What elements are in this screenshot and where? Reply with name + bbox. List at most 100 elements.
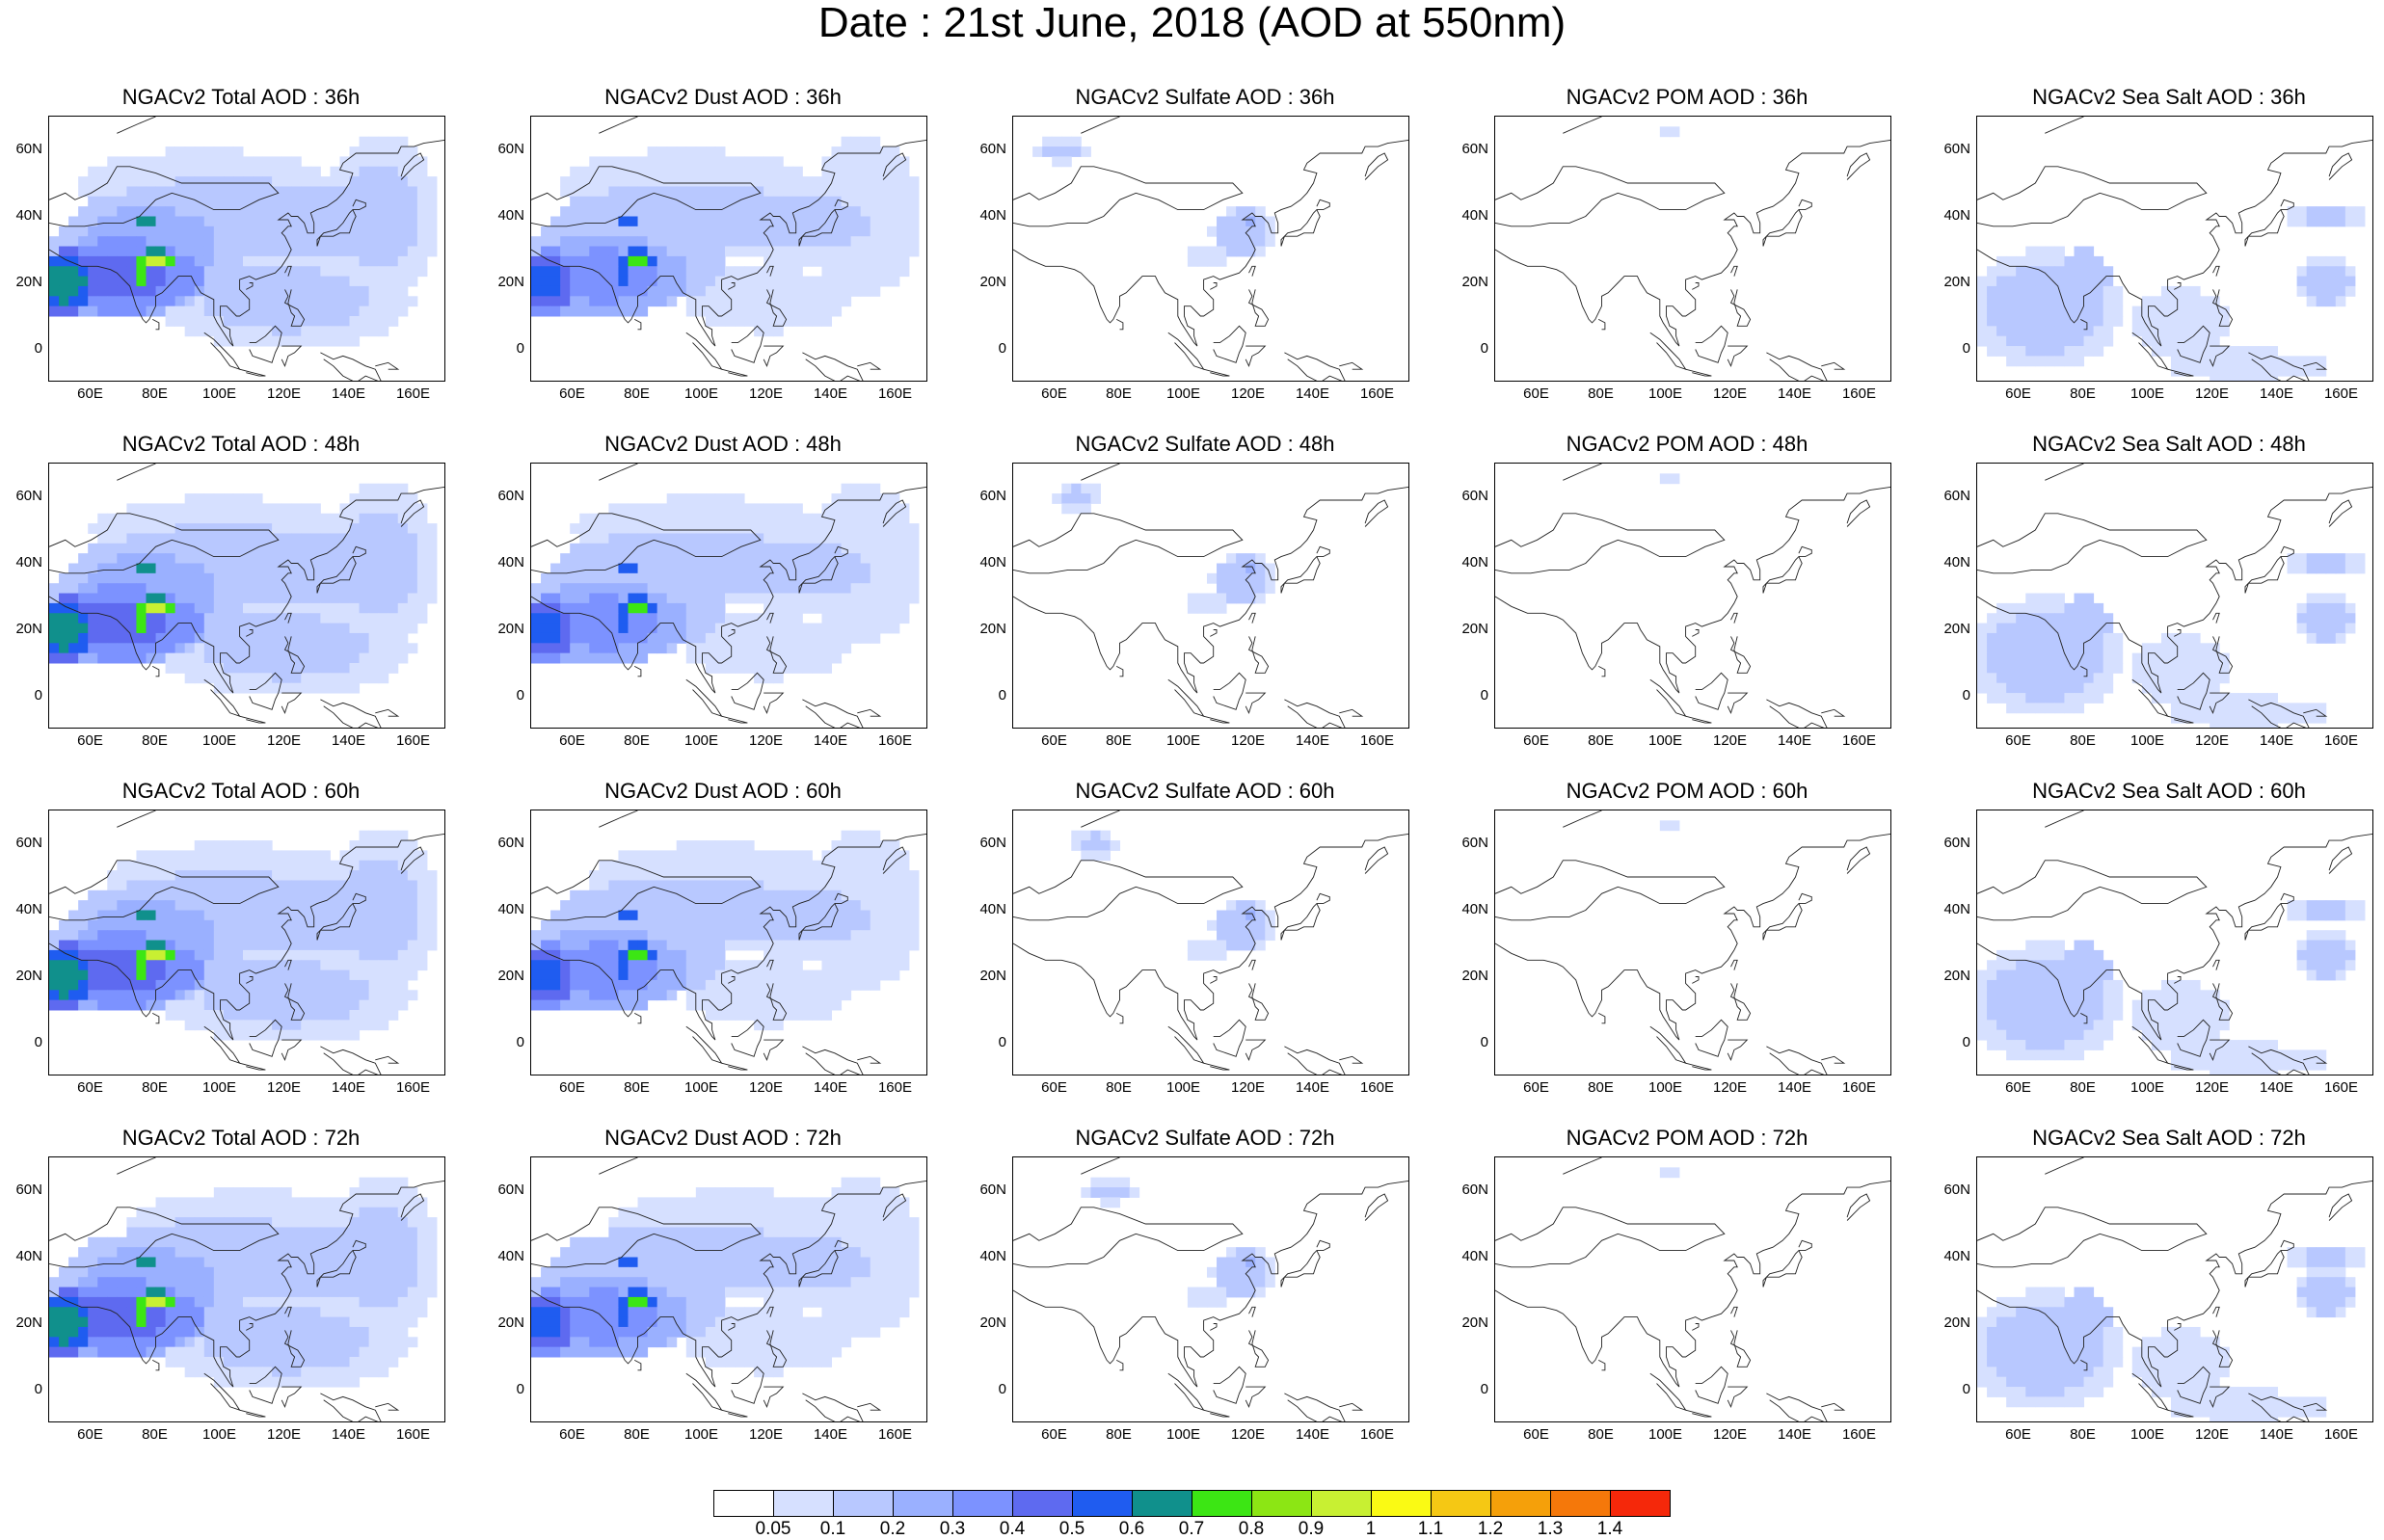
aod-cell <box>842 484 852 494</box>
aod-cell <box>589 870 600 881</box>
lat-tick-label: 60N <box>8 835 42 851</box>
aod-cell <box>715 613 726 624</box>
aod-cell <box>369 890 380 901</box>
aod-cell <box>715 247 726 257</box>
aod-cell <box>608 256 619 267</box>
coastline <box>1821 709 1844 716</box>
aod-cell <box>291 236 302 247</box>
aod-cell <box>214 247 225 257</box>
lat-tick-label: 40N <box>1454 207 1488 224</box>
aod-cell <box>735 503 745 514</box>
aod-cell <box>243 880 254 890</box>
aod-cell <box>146 633 156 644</box>
aod-cell <box>657 890 668 901</box>
aod-cell <box>2074 603 2084 614</box>
aod-cell <box>638 583 649 594</box>
aod-cell <box>214 277 225 287</box>
aod-cell <box>1660 473 1671 484</box>
aod-cell <box>320 1010 331 1021</box>
aod-cell <box>2025 336 2036 347</box>
coastline <box>1598 666 1605 676</box>
aod-cell <box>243 206 254 217</box>
aod-cell <box>350 336 361 347</box>
aod-cell <box>320 941 331 951</box>
aod-cell <box>107 603 118 614</box>
aod-cell <box>754 653 764 664</box>
aod-cell <box>301 950 311 961</box>
aod-cell <box>185 256 196 267</box>
aod-cell <box>214 633 225 644</box>
aod-cell <box>861 960 871 970</box>
aod-cell <box>2064 306 2075 317</box>
aod-cell <box>107 156 118 167</box>
aod-cell <box>570 594 580 604</box>
aod-cell <box>398 286 409 297</box>
aod-map-svg <box>531 464 927 729</box>
aod-cell <box>320 247 331 257</box>
aod-cell <box>146 503 156 514</box>
aod-cell <box>812 176 822 187</box>
aod-cell <box>339 306 350 317</box>
aod-cell <box>579 900 590 911</box>
lat-tick-label: 40N <box>1936 554 1970 571</box>
aod-cell <box>156 1000 167 1011</box>
aod-cell <box>320 870 331 881</box>
aod-cell <box>175 236 186 247</box>
aod-cell <box>136 266 147 277</box>
aod-cell <box>890 236 900 247</box>
aod-cell <box>2084 594 2095 604</box>
aod-cell <box>330 653 340 664</box>
aod-cell <box>589 613 600 624</box>
aod-cell <box>88 573 98 584</box>
aod-cell <box>792 167 803 177</box>
panel-title: NGACv2 Sea Salt AOD : 36h <box>1928 85 2384 110</box>
aod-cell <box>648 217 658 227</box>
aod-cell <box>136 306 147 317</box>
aod-cell <box>608 573 619 584</box>
aod-cell <box>832 583 843 594</box>
aod-cell <box>195 523 205 534</box>
aod-cell <box>792 643 803 653</box>
aod-cell <box>754 573 764 584</box>
aod-cell <box>1090 831 1101 841</box>
aod-cell <box>350 1020 361 1030</box>
aod-cell <box>117 603 127 614</box>
aod-cell <box>301 523 311 534</box>
aod-cell <box>360 1020 370 1030</box>
aod-cell <box>117 544 127 554</box>
aod-cell <box>706 176 716 187</box>
aod-cell <box>88 653 98 664</box>
aod-cell <box>706 861 716 871</box>
aod-cell <box>2006 296 2017 306</box>
aod-cell <box>350 286 361 297</box>
aod-cell <box>2054 653 2065 664</box>
aod-cell <box>166 613 176 624</box>
aod-cell <box>909 594 920 604</box>
aod-cell <box>2064 673 2075 683</box>
aod-cell <box>388 643 399 653</box>
aod-cell <box>832 146 843 157</box>
aod-cell <box>281 544 292 554</box>
aod-cell <box>253 564 263 574</box>
aod-cell <box>175 603 186 614</box>
aod-cell <box>310 1020 321 1030</box>
aod-cell <box>233 523 244 534</box>
aod-cell <box>388 146 399 157</box>
aod-cell <box>1081 484 1091 494</box>
aod-cell <box>1987 286 1997 297</box>
aod-cell <box>291 156 302 167</box>
aod-cell <box>550 564 561 574</box>
aod-cell <box>2103 336 2114 347</box>
aod-cell <box>715 256 726 267</box>
aod-cell <box>608 990 619 1000</box>
aod-cell <box>851 941 862 951</box>
lon-tick-label: 160E <box>392 385 435 402</box>
aod-cell <box>792 861 803 871</box>
aod-cell <box>570 176 580 187</box>
aod-cell <box>899 861 910 871</box>
aod-cell <box>842 137 852 147</box>
aod-cell <box>2297 900 2308 911</box>
aod-cell <box>233 316 244 327</box>
aod-cell <box>560 564 571 574</box>
aod-cell <box>812 1000 822 1011</box>
